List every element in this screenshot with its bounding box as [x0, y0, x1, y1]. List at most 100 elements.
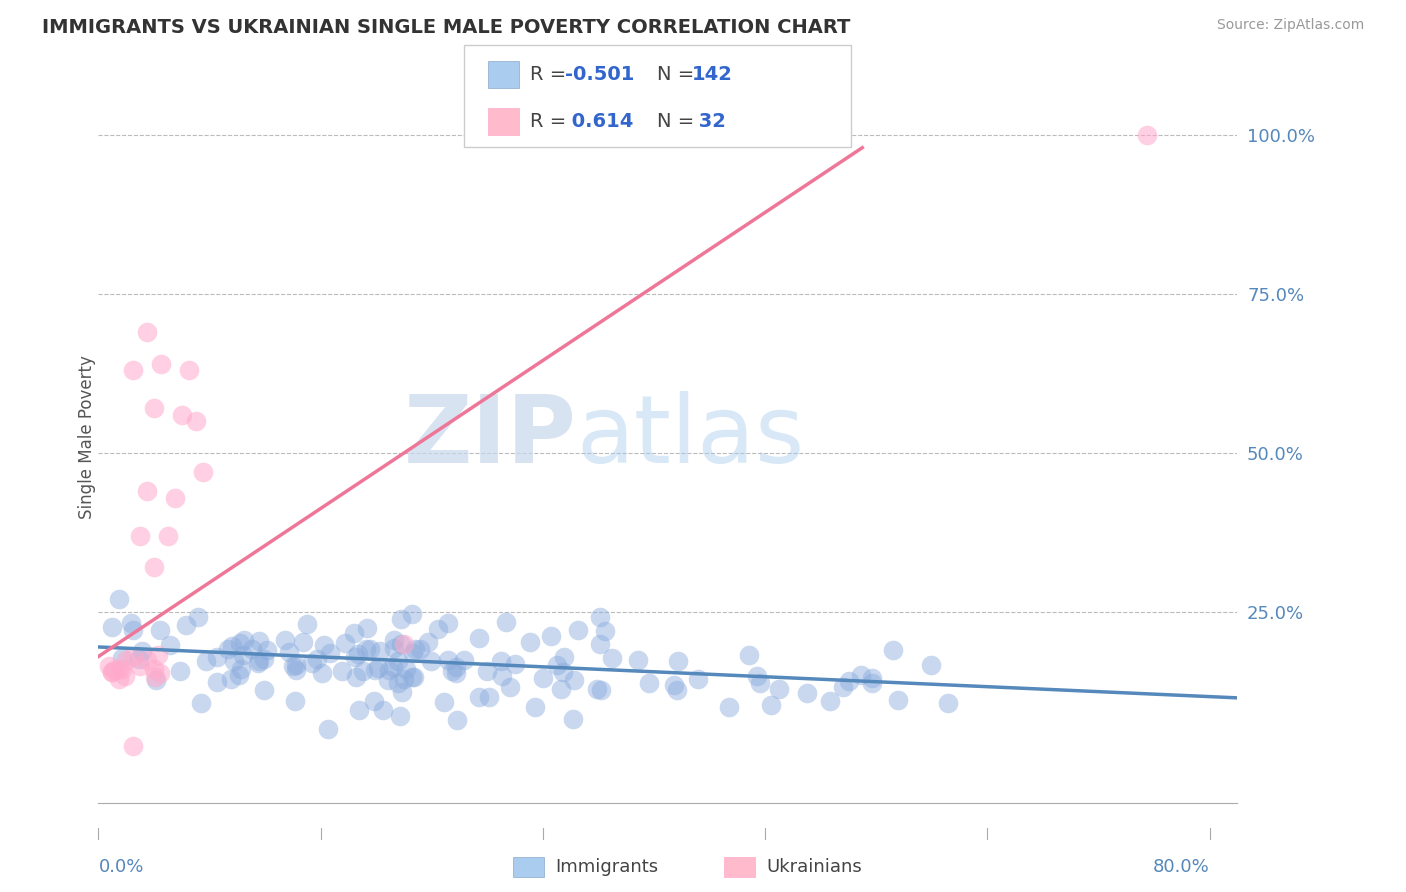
- Point: [285, 663, 308, 677]
- Point: [433, 695, 456, 709]
- Point: [253, 683, 276, 698]
- Point: [404, 642, 426, 657]
- Point: [122, 624, 145, 638]
- Point: [392, 672, 415, 686]
- Point: [136, 653, 159, 667]
- Point: [562, 712, 585, 726]
- Point: [882, 642, 904, 657]
- Point: [284, 694, 307, 708]
- Point: [749, 676, 772, 690]
- Point: [388, 709, 411, 723]
- Point: [170, 408, 193, 422]
- Text: R =: R =: [530, 65, 572, 85]
- Text: 142: 142: [692, 65, 733, 85]
- Point: [343, 650, 366, 665]
- Point: [307, 652, 329, 666]
- Point: [174, 617, 197, 632]
- Point: [149, 357, 172, 371]
- Point: [122, 363, 145, 377]
- Point: [796, 686, 818, 700]
- Point: [832, 680, 855, 694]
- Point: [391, 684, 413, 698]
- Point: [499, 680, 522, 694]
- Point: [562, 673, 585, 688]
- Point: [292, 634, 315, 648]
- Point: [387, 676, 409, 690]
- Point: [222, 654, 245, 668]
- Point: [148, 648, 170, 662]
- Point: [122, 739, 145, 753]
- Point: [143, 560, 166, 574]
- Point: [489, 654, 512, 668]
- Point: [367, 661, 389, 675]
- Point: [205, 650, 228, 665]
- Point: [477, 665, 499, 679]
- Point: [285, 657, 308, 672]
- Point: [136, 325, 159, 339]
- Point: [233, 632, 256, 647]
- Point: [378, 663, 401, 677]
- Point: [163, 491, 186, 505]
- Point: [169, 665, 191, 679]
- Point: [395, 662, 418, 676]
- Point: [404, 669, 426, 683]
- Point: [330, 665, 353, 679]
- Point: [664, 678, 686, 692]
- Point: [190, 696, 212, 710]
- Point: [768, 681, 790, 696]
- Point: [437, 615, 460, 630]
- Point: [588, 610, 610, 624]
- Text: R =: R =: [530, 112, 572, 131]
- Point: [377, 673, 399, 688]
- Point: [156, 529, 179, 543]
- Point: [503, 657, 526, 671]
- Point: [920, 658, 942, 673]
- Point: [149, 624, 172, 638]
- Point: [586, 681, 609, 696]
- Point: [273, 633, 295, 648]
- Point: [524, 700, 547, 714]
- Point: [108, 662, 131, 676]
- Text: N =: N =: [657, 65, 700, 85]
- Point: [111, 662, 134, 676]
- Point: [444, 660, 467, 674]
- Point: [626, 653, 648, 667]
- Point: [887, 693, 910, 707]
- Point: [187, 610, 209, 624]
- Point: [316, 722, 339, 736]
- Point: [103, 663, 125, 677]
- Point: [217, 642, 239, 657]
- Point: [416, 635, 439, 649]
- Point: [344, 670, 367, 684]
- Point: [849, 667, 872, 681]
- Point: [242, 642, 264, 657]
- Point: [253, 652, 276, 666]
- Point: [205, 675, 228, 690]
- Point: [101, 620, 124, 634]
- Point: [519, 635, 541, 649]
- Text: atlas: atlas: [576, 391, 806, 483]
- Point: [318, 646, 340, 660]
- Point: [101, 665, 124, 680]
- Point: [371, 703, 394, 717]
- Point: [114, 668, 136, 682]
- Point: [441, 664, 464, 678]
- Y-axis label: Single Male Poverty: Single Male Poverty: [79, 355, 96, 519]
- Point: [401, 670, 423, 684]
- Point: [491, 668, 513, 682]
- Point: [453, 653, 475, 667]
- Point: [402, 646, 425, 660]
- Point: [818, 694, 841, 708]
- Point: [419, 654, 441, 668]
- Point: [1136, 128, 1159, 142]
- Point: [246, 656, 269, 670]
- Point: [194, 654, 217, 668]
- Point: [228, 668, 250, 682]
- Point: [389, 637, 412, 651]
- Point: [111, 650, 134, 665]
- Point: [101, 665, 124, 680]
- Point: [401, 607, 423, 622]
- Point: [936, 696, 959, 710]
- Point: [346, 647, 368, 661]
- Point: [567, 623, 589, 637]
